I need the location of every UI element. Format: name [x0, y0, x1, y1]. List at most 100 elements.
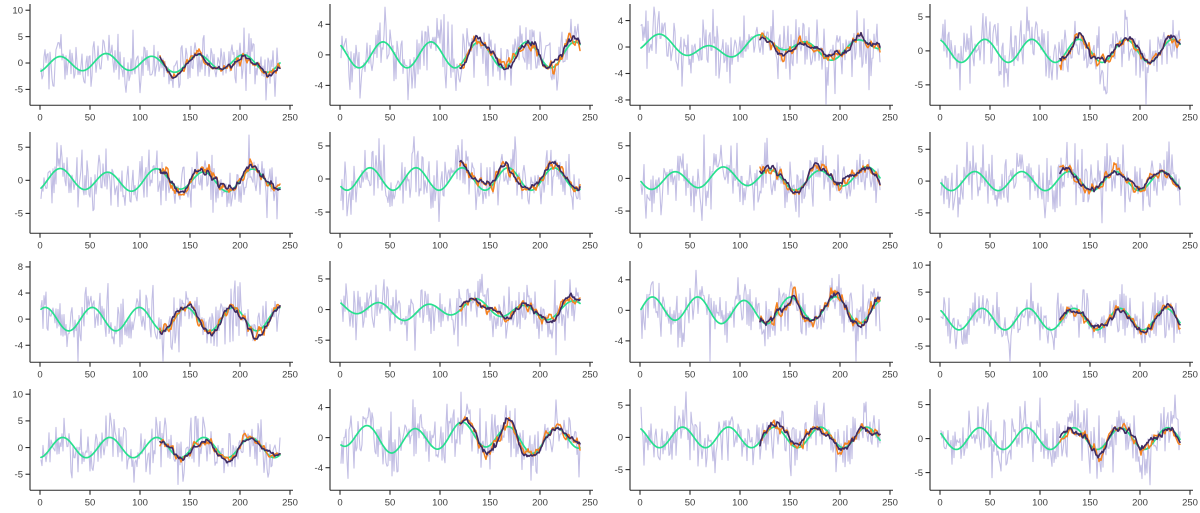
x-tick-label: 50: [985, 112, 996, 123]
series-observed-noisy-line: [640, 391, 881, 476]
y-tick-label: -5: [15, 85, 23, 96]
x-tick-label: 150: [782, 369, 798, 380]
y-tick-label: -4: [15, 340, 23, 351]
axes: [25, 260, 293, 367]
series-estimate-orange-line: [459, 160, 581, 193]
axes: [625, 4, 893, 110]
x-tick-label: 50: [685, 369, 696, 380]
x-tick-label: 200: [532, 112, 548, 123]
x-tick-label: 50: [685, 497, 696, 508]
subplot-svg-r1c3: 0 50 100 150 200 250 4 0 -4 -8: [615, 4, 898, 123]
subplot-r2c1: 0 50 100 150 200 250 5 0 -5: [0, 128, 300, 256]
tick-labels: 0 50 100 150 200 250 4 0 -4: [315, 20, 598, 124]
y-tick-label: 0: [18, 58, 23, 69]
x-tick-label: 200: [1132, 497, 1148, 508]
subplot-r4c3: 0 50 100 150 200 250 5 0 -5: [600, 385, 900, 513]
x-tick-label: 0: [937, 112, 942, 123]
series-estimate-orange-line: [459, 295, 581, 325]
x-tick-label: 0: [337, 241, 342, 252]
y-tick-label: 5: [318, 141, 323, 152]
tick-labels: 0 50 100 150 200 250 4 0 -4 -8: [615, 16, 898, 123]
y-tick-label: 4: [618, 274, 623, 285]
y-tick-label: 5: [318, 274, 323, 285]
subplot-r2c4: 0 50 100 150 200 250 5 0 -5: [900, 128, 1200, 256]
y-tick-label: 5: [18, 416, 23, 427]
x-tick-label: 150: [1082, 497, 1098, 508]
series-estimate-purple-line: [759, 291, 881, 328]
x-tick-label: 100: [1032, 497, 1048, 508]
x-tick-label: 100: [732, 497, 748, 508]
series-estimate-purple-line: [759, 420, 881, 451]
y-tick-label: 0: [18, 176, 23, 187]
y-tick-label: 10: [12, 5, 23, 16]
y-tick-label: -5: [315, 335, 323, 346]
x-tick-label: 100: [732, 369, 748, 380]
y-tick-label: 0: [18, 314, 23, 325]
x-tick-label: 0: [37, 497, 42, 508]
subplot-r1c3: 0 50 100 150 200 250 4 0 -4 -8: [600, 0, 900, 128]
y-tick-label: 0: [18, 443, 23, 454]
series-observed-noisy-line: [340, 136, 581, 223]
y-tick-label: -5: [615, 206, 623, 217]
series-observed-noisy-line: [940, 282, 1181, 362]
axes: [925, 4, 1193, 110]
x-tick-label: 0: [937, 497, 942, 508]
x-tick-label: 0: [37, 112, 42, 123]
x-tick-label: 100: [132, 497, 148, 508]
x-tick-label: 0: [337, 497, 342, 508]
axes: [925, 260, 1193, 367]
x-tick-label: 150: [782, 112, 798, 123]
series-true-signal-line: [340, 167, 581, 192]
x-tick-label: 0: [337, 112, 342, 123]
x-tick-label: 0: [637, 112, 642, 123]
y-tick-label: 0: [618, 174, 623, 185]
y-tick-label: 5: [918, 145, 923, 156]
y-tick-label: -5: [315, 208, 323, 219]
axes: [325, 132, 593, 238]
y-tick-label: -4: [315, 81, 323, 92]
x-tick-label: 250: [282, 241, 298, 252]
x-tick-label: 50: [985, 369, 996, 380]
y-tick-label: 10: [912, 260, 923, 271]
tick-labels: 0 50 100 150 200 250 4 0 -4: [315, 402, 598, 508]
subplot-r3c2: 0 50 100 150 200 250 5 0 -5: [300, 257, 600, 385]
subplot-r3c4: 0 50 100 150 200 250 10 5 0 -5: [900, 257, 1200, 385]
y-tick-label: 0: [618, 432, 623, 443]
series-estimate-purple-line: [159, 163, 281, 194]
y-tick-label: 8: [18, 262, 23, 273]
x-tick-label: 200: [832, 497, 848, 508]
y-tick-label: -5: [915, 341, 923, 352]
axes: [325, 388, 593, 495]
series-observed-noisy-line: [340, 6, 581, 101]
y-tick-label: -4: [315, 463, 323, 474]
x-tick-label: 0: [637, 369, 642, 380]
subplot-r3c3: 0 50 100 150 200 250 4 0 -4: [600, 257, 900, 385]
subplot-r4c2: 0 50 100 150 200 250 4 0 -4: [300, 385, 600, 513]
x-tick-label: 250: [282, 369, 298, 380]
y-tick-label: -5: [15, 469, 23, 480]
subplot-svg-r3c1: 0 50 100 150 200 250 8 4 0 -4: [15, 260, 298, 380]
axes: [625, 388, 893, 495]
series-estimate-orange-line: [1059, 162, 1181, 195]
x-tick-label: 200: [1132, 112, 1148, 123]
x-tick-label: 200: [532, 369, 548, 380]
y-tick-label: -4: [615, 336, 623, 347]
x-tick-label: 250: [882, 369, 898, 380]
y-tick-label: 4: [18, 288, 23, 299]
axes: [625, 132, 893, 238]
x-tick-label: 50: [685, 112, 696, 123]
subplot-r3c1: 0 50 100 150 200 250 8 4 0 -4: [0, 257, 300, 385]
subplot-svg-r1c2: 0 50 100 150 200 250 4 0 -4: [315, 4, 598, 124]
x-tick-label: 150: [482, 241, 498, 252]
x-tick-label: 100: [732, 241, 748, 252]
